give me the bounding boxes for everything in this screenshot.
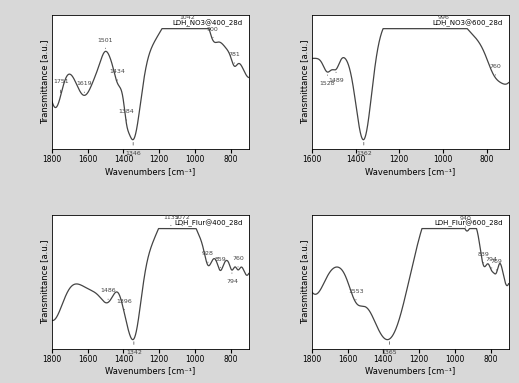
Text: LDH_Flur@600_28d: LDH_Flur@600_28d xyxy=(434,219,503,227)
X-axis label: Wavenumbers [cm⁻¹]: Wavenumbers [cm⁻¹] xyxy=(365,367,455,376)
Text: 760: 760 xyxy=(232,256,244,267)
Text: 928: 928 xyxy=(202,251,214,262)
Text: 1528: 1528 xyxy=(320,75,335,86)
Text: 839: 839 xyxy=(478,252,490,263)
X-axis label: Wavenumbers [cm⁻¹]: Wavenumbers [cm⁻¹] xyxy=(365,167,455,176)
Text: 1396: 1396 xyxy=(116,299,132,310)
Text: 1751: 1751 xyxy=(53,80,69,93)
X-axis label: Wavenumbers [cm⁻¹]: Wavenumbers [cm⁻¹] xyxy=(105,367,196,376)
Text: 794: 794 xyxy=(486,257,498,268)
Text: 760: 760 xyxy=(489,64,501,75)
Text: 1135: 1135 xyxy=(163,215,179,226)
Text: 859: 859 xyxy=(214,257,226,268)
Text: 1072: 1072 xyxy=(174,215,190,226)
Text: 769: 769 xyxy=(490,259,502,270)
Text: 940: 940 xyxy=(460,216,472,227)
Text: 1346: 1346 xyxy=(125,142,141,156)
Text: 1362: 1362 xyxy=(356,142,372,155)
Text: 1384: 1384 xyxy=(118,109,134,120)
Text: 1553: 1553 xyxy=(348,289,364,300)
Text: LDH_Flur@400_28d: LDH_Flur@400_28d xyxy=(174,219,243,227)
Text: 1042: 1042 xyxy=(180,15,196,26)
Text: 781: 781 xyxy=(228,52,240,63)
Y-axis label: Transmittance [a.u.]: Transmittance [a.u.] xyxy=(300,240,309,324)
Text: 1342: 1342 xyxy=(126,342,142,355)
Text: 900: 900 xyxy=(207,27,219,38)
Text: 1619: 1619 xyxy=(76,82,92,93)
X-axis label: Wavenumbers [cm⁻¹]: Wavenumbers [cm⁻¹] xyxy=(105,167,196,176)
Text: 1434: 1434 xyxy=(110,69,126,80)
Text: LDH_NO3@600_28d: LDH_NO3@600_28d xyxy=(432,19,503,27)
Text: 1501: 1501 xyxy=(98,38,113,49)
Y-axis label: Transmittance [a.u.]: Transmittance [a.u.] xyxy=(40,40,49,124)
Text: 1365: 1365 xyxy=(382,342,398,355)
Text: 1489: 1489 xyxy=(328,72,344,83)
Text: 1486: 1486 xyxy=(100,288,116,300)
Text: LDH_NO3@400_28d: LDH_NO3@400_28d xyxy=(173,19,243,27)
Y-axis label: Transmittance [a.u.]: Transmittance [a.u.] xyxy=(40,240,49,324)
Text: 794: 794 xyxy=(226,273,238,284)
Y-axis label: Transmittance [a.u.]: Transmittance [a.u.] xyxy=(300,40,309,124)
Text: 996: 996 xyxy=(438,15,450,26)
